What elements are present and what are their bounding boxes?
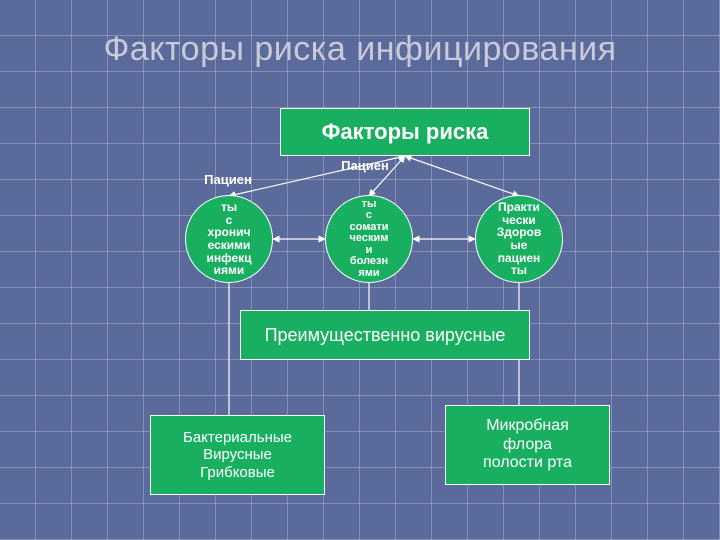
box-viral: Преимущественно вирусные xyxy=(240,310,530,360)
box-risk-factors: Факторы риска xyxy=(280,108,530,156)
label-patients-2: Пациен xyxy=(320,158,410,173)
box-label: Преимущественно вирусные xyxy=(265,325,506,346)
label-patients-1: Пациен xyxy=(188,172,268,187)
box-label: Бактериальные Вирусные Грибковые xyxy=(183,429,292,481)
circle-chronic: ты с хронич ескими инфекц иями xyxy=(185,195,273,283)
circle-healthy: Практи чески Здоров ые пациен ты xyxy=(475,195,563,283)
box-bacterial: Бактериальные Вирусные Грибковые xyxy=(150,415,325,495)
circle-label: Практи чески Здоров ые пациен ты xyxy=(497,201,542,277)
circle-label: ты с сомати ческим и болезн ями xyxy=(350,199,389,280)
slide-title: Факторы риска инфицирования xyxy=(0,30,720,69)
box-label: Микробная флора полости рта xyxy=(483,417,572,472)
box-label: Факторы риска xyxy=(322,119,489,144)
circle-somatic: ты с сомати ческим и болезн ями xyxy=(325,195,413,283)
box-flora: Микробная флора полости рта xyxy=(445,405,610,485)
slide: Факторы риска инфицирования Факторы риск… xyxy=(0,0,720,540)
circle-label: ты с хронич ескими инфекц иями xyxy=(206,201,251,277)
